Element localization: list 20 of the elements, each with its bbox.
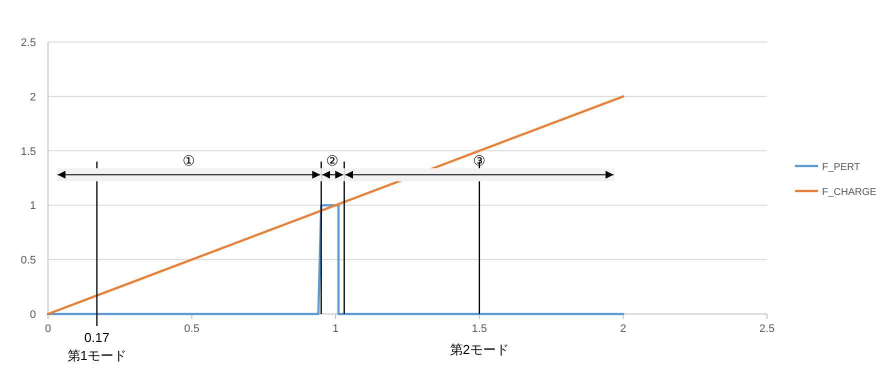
y-tick-label: 0.5: [20, 254, 36, 267]
band-label: ①: [182, 152, 196, 169]
x-tick-label: 0.5: [184, 323, 200, 335]
x-tick-label: 2: [620, 323, 626, 335]
x-tick-label: 2.5: [759, 323, 775, 335]
text: 第1モード: [67, 348, 127, 363]
text: 第2モード: [450, 342, 510, 357]
band-label: ②: [326, 152, 340, 169]
x-tick-label: 0: [44, 323, 52, 335]
band-label: ③: [472, 152, 486, 169]
ref-line-label: 0.17: [84, 330, 110, 345]
y-tick-label: 1: [30, 200, 36, 212]
legend-label: F_PERT: [822, 162, 860, 173]
y-tick-label: 2.5: [20, 37, 36, 49]
y-tick-label: 0: [30, 309, 36, 321]
y-tick-label: 2: [30, 91, 36, 104]
legend-label: F_CHARGE: [822, 187, 877, 198]
x-tick-label: 1: [332, 323, 339, 335]
y-tick-label: 1.5: [20, 146, 36, 158]
x-tick-label: 1.5: [472, 323, 488, 335]
